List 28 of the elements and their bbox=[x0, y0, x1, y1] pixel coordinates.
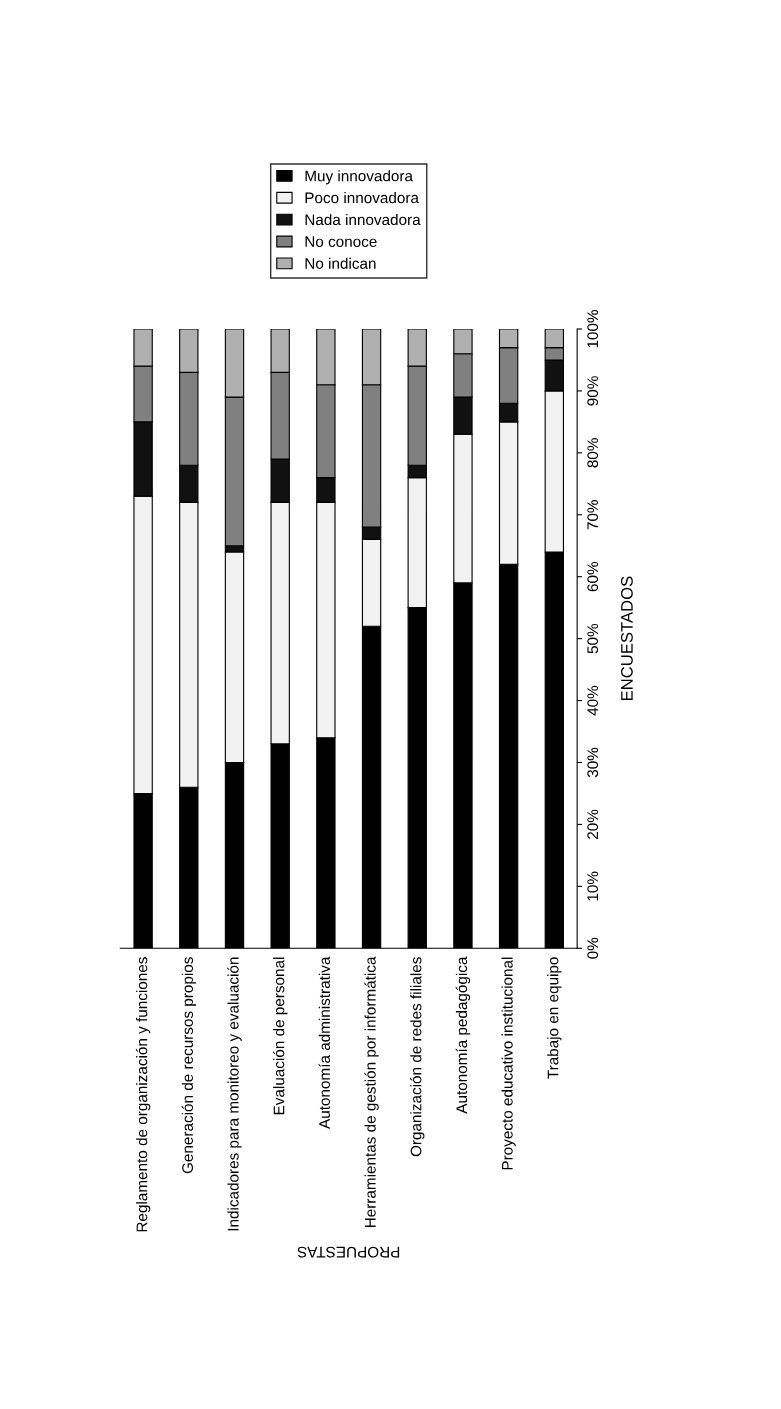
x-tick-label: Generación de recursos propios bbox=[181, 957, 197, 1174]
legend-label: Poco innovadora bbox=[305, 192, 419, 204]
y-axis-title: ENCUESTADOS bbox=[621, 576, 633, 701]
x-tick-label: Trabajo en equipo bbox=[547, 957, 562, 1079]
x-tick-label: Autonomía administrativa bbox=[318, 956, 330, 1129]
x-tick-label: Indicadores para monitoreo y evaluación bbox=[227, 957, 242, 1231]
y-tick-label: 20% bbox=[587, 809, 599, 839]
y-tick-label: 70% bbox=[587, 500, 599, 530]
y-tick-label: 50% bbox=[587, 623, 599, 654]
y-tick-label: 60% bbox=[587, 561, 599, 592]
x-tick-label: Reglamento de organización y funciones bbox=[135, 957, 151, 1232]
legend-label: Muy innovadora bbox=[305, 170, 413, 185]
legend-label: No conoce bbox=[305, 236, 377, 247]
x-tick-label: Herramientas de gestión por informática bbox=[364, 956, 379, 1228]
legend-label: Nada innovadora bbox=[305, 213, 421, 226]
y-tick-label: 100% bbox=[587, 310, 599, 348]
y-tick-label: 40% bbox=[587, 685, 599, 716]
y-tick-label: 80% bbox=[587, 438, 599, 468]
x-tick-label: Autonomía pedagógica bbox=[455, 956, 471, 1114]
x-axis-title: PROPUESTAS bbox=[297, 1246, 400, 1258]
y-tick-label: 30% bbox=[587, 747, 599, 778]
legend-label: No indican bbox=[305, 257, 376, 269]
y-tick-label: 10% bbox=[587, 871, 599, 901]
x-tick-label: Organización de redes filiales bbox=[410, 957, 425, 1157]
y-tick-label: 0% bbox=[587, 937, 599, 959]
x-tick-label: Proyecto educativo institucional bbox=[501, 957, 516, 1170]
x-tick-label: Evaluación de personal bbox=[272, 957, 288, 1115]
y-tick-label: 90% bbox=[587, 376, 599, 406]
